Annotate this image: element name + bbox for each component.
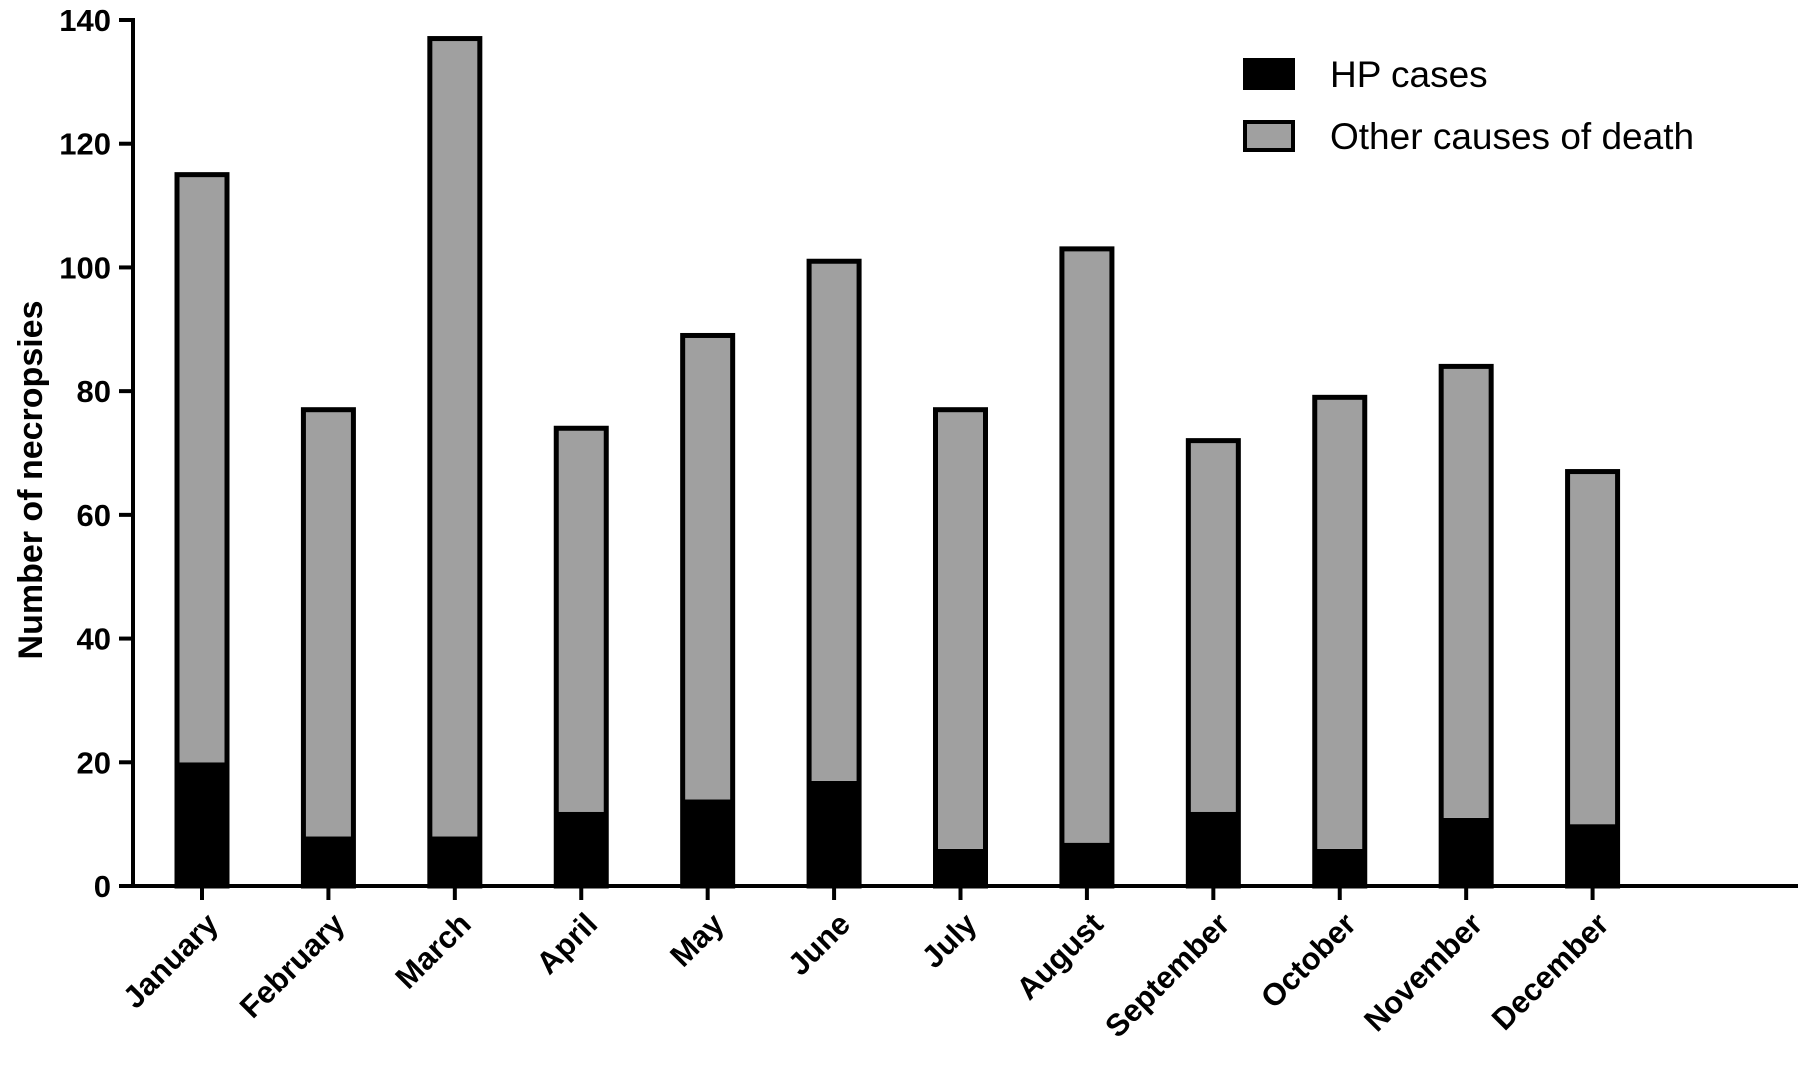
x-tick-label-june: June bbox=[781, 906, 857, 982]
bar-hp-march bbox=[429, 836, 480, 886]
x-tick-label-february: February bbox=[233, 906, 352, 1025]
legend-label-hp: HP cases bbox=[1330, 54, 1488, 95]
bar-other-january bbox=[177, 174, 227, 763]
bar-hp-october bbox=[1314, 848, 1365, 886]
legend-swatch-hp bbox=[1243, 58, 1295, 90]
bar-hp-april bbox=[556, 811, 607, 886]
bar-hp-june bbox=[809, 780, 860, 886]
bar-hp-may bbox=[682, 799, 733, 886]
legend: HP cases Other causes of death bbox=[1243, 54, 1694, 157]
bar-hp-february bbox=[303, 836, 354, 886]
y-tick-label: 140 bbox=[59, 3, 111, 38]
bar-other-october bbox=[1314, 397, 1365, 849]
bar-other-july bbox=[935, 409, 986, 849]
x-tick-label-november: November bbox=[1357, 906, 1489, 1038]
x-tick-label-july: July bbox=[915, 906, 984, 975]
bar-other-april bbox=[556, 428, 607, 812]
x-tick-label-may: May bbox=[663, 906, 731, 974]
bar-other-september bbox=[1188, 440, 1239, 812]
x-tick-label-september: September bbox=[1098, 906, 1236, 1044]
x-tick-label-october: October bbox=[1254, 906, 1363, 1015]
x-tick-label-august: August bbox=[1010, 906, 1110, 1006]
x-tick-label-april: April bbox=[530, 906, 605, 981]
y-tick-label: 40 bbox=[77, 622, 111, 657]
bars-group bbox=[174, 36, 1621, 889]
bar-hp-december bbox=[1567, 824, 1618, 886]
y-tick-label: 120 bbox=[59, 127, 111, 162]
x-tick-label-december: December bbox=[1485, 906, 1616, 1037]
y-tick-label: 20 bbox=[77, 745, 111, 780]
bar-other-june bbox=[809, 261, 860, 781]
bar-hp-august bbox=[1061, 842, 1112, 886]
x-tick-label-january: January bbox=[116, 906, 225, 1015]
x-tick-label-march: March bbox=[388, 906, 477, 995]
bar-other-march bbox=[429, 38, 480, 837]
bar-other-november bbox=[1441, 366, 1492, 818]
bar-hp-january bbox=[177, 762, 227, 886]
bar-hp-november bbox=[1441, 817, 1492, 886]
bar-other-may bbox=[682, 335, 733, 800]
bar-hp-july bbox=[935, 848, 986, 886]
y-tick-label: 100 bbox=[59, 250, 111, 285]
legend-label-other: Other causes of death bbox=[1330, 116, 1694, 157]
y-tick-label: 80 bbox=[77, 374, 111, 409]
y-axis: 0 20 40 60 80 100 120 140 bbox=[59, 3, 135, 904]
bar-hp-september bbox=[1188, 811, 1239, 886]
bar-other-august bbox=[1061, 248, 1112, 843]
x-axis: January February March April May June July Augu… bbox=[116, 884, 1798, 1044]
legend-swatch-other bbox=[1243, 120, 1295, 152]
y-axis-title: Number of necropsies bbox=[12, 301, 50, 660]
bar-other-february bbox=[303, 409, 354, 837]
y-tick-label: 0 bbox=[94, 869, 111, 904]
y-tick-label: 60 bbox=[77, 498, 111, 533]
bar-other-december bbox=[1567, 471, 1618, 825]
